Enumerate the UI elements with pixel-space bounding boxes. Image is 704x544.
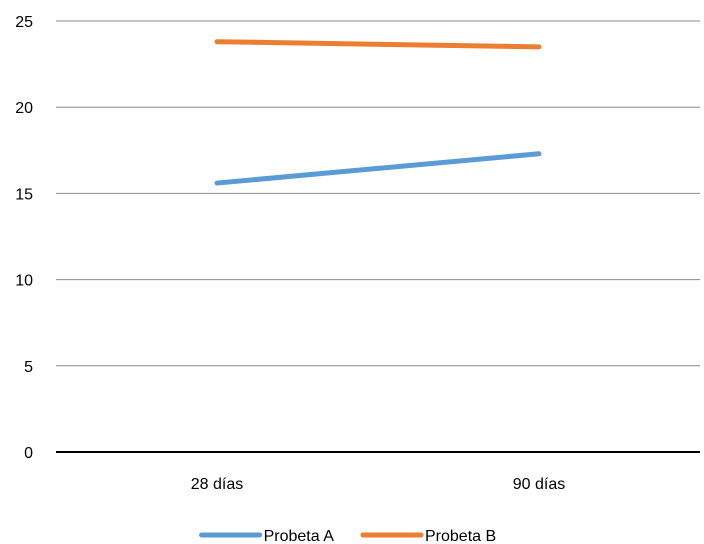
y-tick-label: 10	[15, 273, 33, 290]
x-tick-labels: 28 días 90 días	[191, 476, 565, 493]
y-tick-label: 25	[15, 14, 33, 31]
y-tick-label: 0	[24, 445, 33, 462]
y-tick-label: 5	[24, 359, 33, 376]
x-tick-label: 90 días	[513, 476, 565, 493]
y-tick-labels: 0 5 10 15 20 25	[15, 14, 33, 462]
legend-label-1: Probeta A	[264, 528, 335, 544]
legend-label-2: Probeta B	[425, 528, 496, 544]
series-line-1	[214, 151, 542, 186]
series-lines	[214, 39, 542, 186]
legend: Probeta A Probeta B	[199, 528, 496, 544]
y-tick-label: 20	[15, 100, 33, 117]
series-line-2	[214, 39, 542, 50]
y-tick-label: 15	[15, 186, 33, 203]
gridlines	[56, 20, 700, 367]
x-tick-label: 28 días	[191, 476, 243, 493]
